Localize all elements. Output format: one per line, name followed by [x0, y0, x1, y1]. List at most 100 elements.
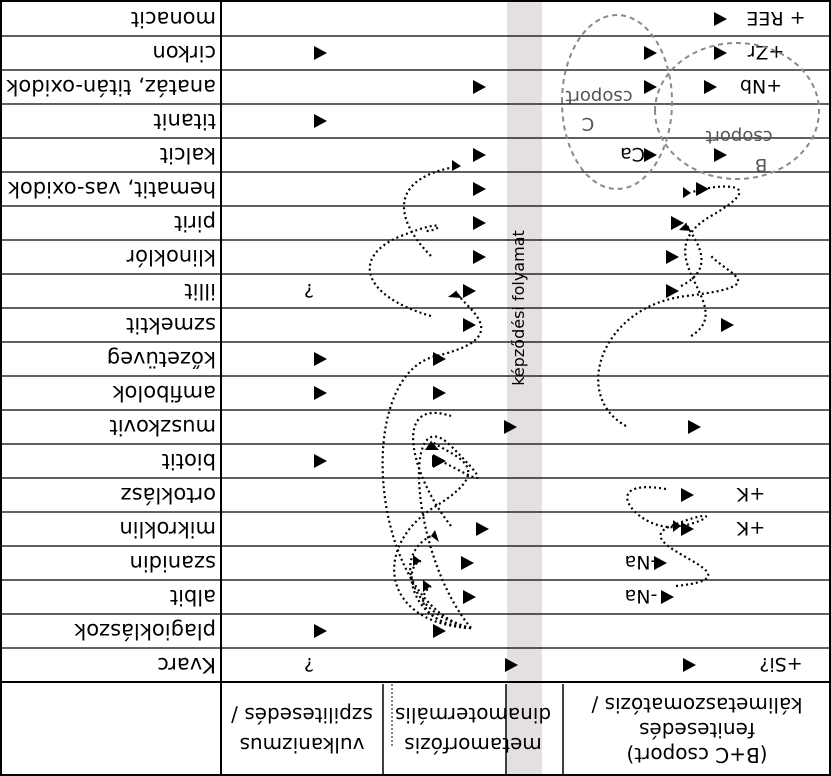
marker-triangle	[463, 318, 476, 332]
marker-triangle	[463, 284, 476, 298]
arrow-orto-loop	[626, 486, 682, 529]
group-c-label-1: csoport	[565, 86, 632, 107]
mineral-label: ortoklász	[121, 483, 216, 507]
arrowhead	[679, 223, 691, 231]
marker-triangle	[704, 80, 717, 94]
group-b-label-1: csoport	[705, 126, 772, 147]
arrowhead	[413, 555, 421, 566]
mineral-label: kőzetüveg	[107, 347, 216, 371]
mineral-label: anatáz, titán-oxidok	[5, 75, 216, 99]
marker-triangle	[314, 386, 327, 400]
mineral-label: muszkovit	[110, 415, 217, 439]
marker-triangle	[314, 624, 327, 638]
column-header-line: vulkanizmus	[240, 733, 365, 757]
mineral-label: szmektit	[126, 313, 216, 337]
arrowhead	[683, 187, 691, 198]
arrow-pirit-loop	[680, 222, 703, 287]
mineral-label: mikroklin	[119, 517, 216, 541]
center-band-label: képződési folyamat	[509, 230, 528, 386]
mineral-label: plagioklászok	[73, 619, 216, 643]
group-b-label-2: B	[755, 154, 767, 175]
marker-triangle	[714, 148, 727, 162]
mineral-label: hematit, vas-oxidok	[7, 177, 216, 201]
arrow-szmek-to-hem	[684, 185, 741, 337]
marker-triangle	[433, 352, 446, 366]
column-headers: vulkanizmus szpilitesedés / metamorfózis di…	[231, 693, 803, 767]
chem-label: +Nb	[740, 75, 782, 97]
arrowhead	[673, 520, 681, 532]
chem-label: +K	[736, 517, 765, 539]
group-c-label-2: C	[582, 113, 595, 134]
mineral-label: Kvarc	[157, 653, 216, 677]
marker-triangle	[314, 352, 327, 366]
marker-triangle	[661, 590, 674, 604]
arrowhead	[425, 441, 439, 450]
marker-triangle	[696, 182, 709, 196]
mineral-label: klinoklór	[126, 245, 216, 269]
arrowhead	[431, 530, 439, 542]
marker-triangle	[644, 46, 657, 60]
center-band	[507, 0, 542, 776]
marker-triangle	[473, 216, 486, 230]
marker-triangle	[433, 624, 446, 638]
column-header-line: (B+C csoport)	[626, 743, 767, 767]
arrow-plag-to-hem	[393, 440, 472, 630]
mineral-label: kalcit	[160, 143, 216, 167]
marker-triangle	[666, 250, 679, 264]
chem-label: +Zr	[747, 41, 784, 63]
column-header-line: dinamotermális	[395, 703, 551, 727]
chem-label: + REE	[746, 7, 805, 29]
group-b-ellipse	[654, 42, 820, 180]
chem-label: -Na	[625, 585, 658, 607]
mineral-label: biotit	[162, 449, 216, 473]
mineral-labels: Kvarc plagioklászok albit szanidin mikroklin…	[5, 7, 216, 677]
marker-triangle	[714, 12, 727, 26]
marker-triangle	[504, 420, 517, 434]
marker-triangle	[681, 488, 694, 502]
chem-label: ?	[304, 653, 314, 675]
arrow-plag-to-szmek	[417, 435, 479, 629]
marker-triangle	[473, 80, 486, 94]
group-c-ellipse	[561, 14, 673, 190]
row-lines	[0, 35, 831, 649]
arrow-heads	[413, 160, 691, 592]
marker-triangle	[433, 386, 446, 400]
arrowhead	[448, 291, 462, 298]
arrow-to-kalcit	[403, 164, 462, 257]
chem-label: -Na	[625, 551, 658, 573]
marker-triangle	[473, 148, 486, 162]
marker-triangle	[314, 454, 327, 468]
arrow-plag-to-klino	[381, 290, 483, 630]
arrow-biotit-loop	[368, 224, 440, 318]
arrow-musz-to-klino	[597, 255, 740, 427]
marker-triangle	[721, 318, 734, 332]
transformation-arrows	[368, 164, 741, 630]
mineral-label: albit	[170, 585, 216, 609]
chem-label: -Ca	[620, 143, 652, 165]
arrow-albit-feni	[659, 514, 710, 588]
markers	[314, 12, 734, 672]
mineral-label: titanit	[153, 109, 216, 133]
mineral-label: szanidin	[130, 551, 216, 575]
arrowhead	[432, 455, 441, 467]
marker-triangle	[476, 522, 489, 536]
chem-label: +K	[736, 483, 765, 505]
mineral-label: illit	[184, 279, 216, 303]
column-header-line: metamorfózis	[404, 733, 542, 757]
chem-labels: +Si? +K +K +Nb +Zr + REE -Na -Na -Ca??	[304, 7, 806, 675]
marker-triangle	[505, 658, 518, 672]
column-header-line: kálimetaszomatózis /	[591, 693, 802, 717]
marker-triangle	[644, 80, 657, 94]
marker-triangle	[314, 114, 327, 128]
mineral-label: amfibolok	[112, 381, 216, 405]
marker-triangle	[654, 556, 667, 570]
marker-triangle	[314, 46, 327, 60]
chem-label: ?	[304, 279, 314, 301]
marker-triangle	[463, 590, 476, 604]
chem-label: +Si?	[759, 653, 802, 675]
marker-triangle	[473, 182, 486, 196]
